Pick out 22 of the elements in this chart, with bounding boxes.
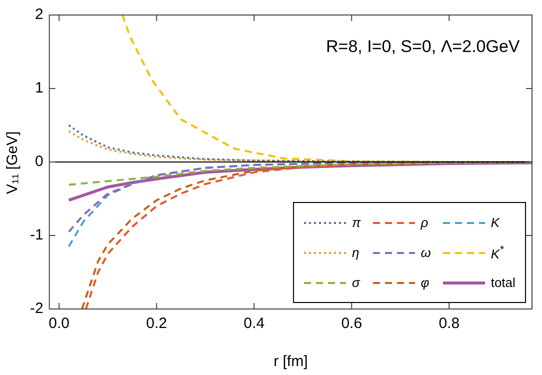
x-axis-title: r [fm] [274,353,308,370]
legend-label: total [490,275,516,290]
legend-label: σ [352,275,360,290]
legend-label: φ [420,275,430,290]
x-tick-label: 0.0 [48,315,70,332]
y-axis-title: V₁₁ [GeV] [4,130,21,194]
x-tick-label: 0.2 [146,315,168,332]
x-tick-label: 0.4 [244,315,265,332]
x-tick-label: 0.8 [438,315,460,332]
y-tick-label: 2 [34,6,44,24]
legend-label: ρ [420,215,428,230]
y-tick-label: -2 [30,300,44,318]
legend-label: K [490,215,500,230]
y-tick-label: -1 [30,226,44,244]
y-tick-label: 1 [34,80,44,97]
legend-label: η [352,245,360,260]
x-tick-label: 0.6 [341,315,362,332]
legend-label: π [352,215,361,230]
y-tick-label: 0 [34,153,44,170]
legend-label: ω [420,245,431,260]
annotation: R=8, I=0, S=0, Λ=2.0GeV [326,37,520,57]
legend-label: K$^{*}$ [490,244,504,262]
